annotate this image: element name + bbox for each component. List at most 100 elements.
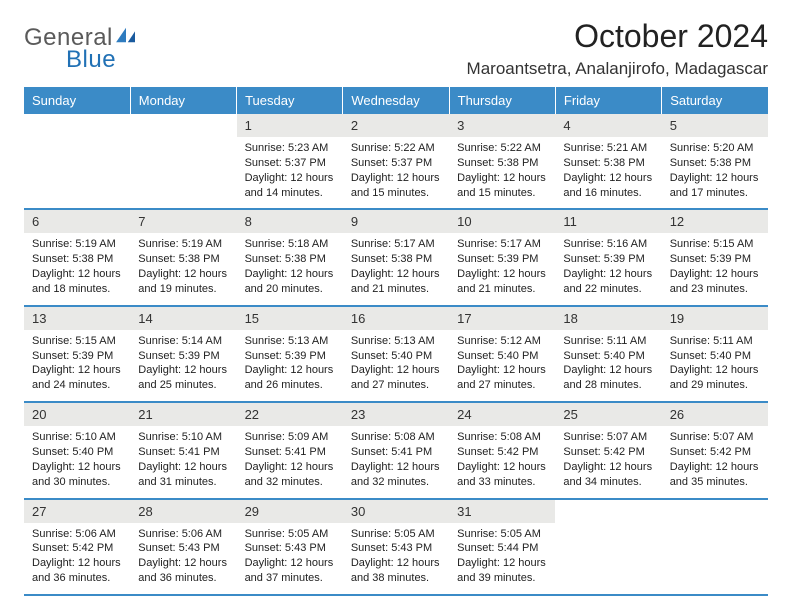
daylight-text: and 20 minutes. [245, 282, 335, 297]
daylight-text: and 17 minutes. [670, 186, 760, 201]
day-content-cell [555, 523, 661, 595]
sunset-text: Sunset: 5:39 PM [563, 252, 653, 267]
day-content-cell: Sunrise: 5:05 AMSunset: 5:44 PMDaylight:… [449, 523, 555, 595]
day-content-cell: Sunrise: 5:07 AMSunset: 5:42 PMDaylight:… [662, 426, 768, 498]
weekday-header: Saturday [662, 87, 768, 114]
daylight-text: and 15 minutes. [351, 186, 441, 201]
daylight-text: and 31 minutes. [138, 475, 228, 490]
day-content-cell [130, 137, 236, 209]
content-row: Sunrise: 5:19 AMSunset: 5:38 PMDaylight:… [24, 233, 768, 305]
day-number-cell: 31 [449, 499, 555, 523]
sunset-text: Sunset: 5:40 PM [670, 349, 760, 364]
day-content-cell: Sunrise: 5:22 AMSunset: 5:37 PMDaylight:… [343, 137, 449, 209]
day-content-cell: Sunrise: 5:22 AMSunset: 5:38 PMDaylight:… [449, 137, 555, 209]
daylight-text: Daylight: 12 hours [457, 556, 547, 571]
daylight-text: Daylight: 12 hours [245, 267, 335, 282]
sunrise-text: Sunrise: 5:11 AM [563, 334, 653, 349]
day-number-cell: 21 [130, 402, 236, 426]
day-number-cell: 24 [449, 402, 555, 426]
day-number-cell: 6 [24, 209, 130, 233]
day-content-cell: Sunrise: 5:21 AMSunset: 5:38 PMDaylight:… [555, 137, 661, 209]
daylight-text: Daylight: 12 hours [245, 556, 335, 571]
day-content-cell [662, 523, 768, 595]
logo-text-blue: Blue [66, 46, 136, 74]
daylight-text: Daylight: 12 hours [670, 267, 760, 282]
day-content-cell: Sunrise: 5:20 AMSunset: 5:38 PMDaylight:… [662, 137, 768, 209]
content-row: Sunrise: 5:06 AMSunset: 5:42 PMDaylight:… [24, 523, 768, 595]
day-content-cell: Sunrise: 5:16 AMSunset: 5:39 PMDaylight:… [555, 233, 661, 305]
sunset-text: Sunset: 5:39 PM [670, 252, 760, 267]
sunset-text: Sunset: 5:38 PM [457, 156, 547, 171]
sunrise-text: Sunrise: 5:07 AM [670, 430, 760, 445]
daylight-text: Daylight: 12 hours [563, 363, 653, 378]
weekday-header: Friday [555, 87, 661, 114]
sunrise-text: Sunrise: 5:21 AM [563, 141, 653, 156]
day-content-cell: Sunrise: 5:14 AMSunset: 5:39 PMDaylight:… [130, 330, 236, 402]
daylight-text: and 21 minutes. [351, 282, 441, 297]
month-title: October 2024 [467, 18, 768, 55]
daylight-text: Daylight: 12 hours [351, 363, 441, 378]
day-number-cell: 17 [449, 306, 555, 330]
daynum-row: 6789101112 [24, 209, 768, 233]
daylight-text: and 16 minutes. [563, 186, 653, 201]
location-subtitle: Maroantsetra, Analanjirofo, Madagascar [467, 59, 768, 79]
sunset-text: Sunset: 5:43 PM [245, 541, 335, 556]
day-content-cell: Sunrise: 5:06 AMSunset: 5:43 PMDaylight:… [130, 523, 236, 595]
daylight-text: and 37 minutes. [245, 571, 335, 586]
sunrise-text: Sunrise: 5:09 AM [245, 430, 335, 445]
day-content-cell: Sunrise: 5:17 AMSunset: 5:39 PMDaylight:… [449, 233, 555, 305]
calendar-table: Sunday Monday Tuesday Wednesday Thursday… [24, 87, 768, 596]
daylight-text: and 28 minutes. [563, 378, 653, 393]
calendar-page: GeneralBlue October 2024 Maroantsetra, A… [0, 0, 792, 614]
day-number-cell: 14 [130, 306, 236, 330]
day-number-cell: 4 [555, 114, 661, 137]
sunset-text: Sunset: 5:37 PM [351, 156, 441, 171]
sunrise-text: Sunrise: 5:05 AM [245, 527, 335, 542]
sunset-text: Sunset: 5:40 PM [563, 349, 653, 364]
daylight-text: Daylight: 12 hours [563, 460, 653, 475]
daylight-text: and 39 minutes. [457, 571, 547, 586]
day-number-cell: 16 [343, 306, 449, 330]
sunrise-text: Sunrise: 5:08 AM [351, 430, 441, 445]
sunset-text: Sunset: 5:39 PM [138, 349, 228, 364]
day-number-cell [24, 114, 130, 137]
daylight-text: and 27 minutes. [457, 378, 547, 393]
weekday-header-row: Sunday Monday Tuesday Wednesday Thursday… [24, 87, 768, 114]
day-number-cell: 7 [130, 209, 236, 233]
sunrise-text: Sunrise: 5:22 AM [351, 141, 441, 156]
sunset-text: Sunset: 5:42 PM [563, 445, 653, 460]
sunrise-text: Sunrise: 5:10 AM [32, 430, 122, 445]
daylight-text: and 24 minutes. [32, 378, 122, 393]
day-content-cell: Sunrise: 5:17 AMSunset: 5:38 PMDaylight:… [343, 233, 449, 305]
day-content-cell: Sunrise: 5:12 AMSunset: 5:40 PMDaylight:… [449, 330, 555, 402]
daynum-row: 13141516171819 [24, 306, 768, 330]
daylight-text: Daylight: 12 hours [351, 171, 441, 186]
sunset-text: Sunset: 5:38 PM [32, 252, 122, 267]
daylight-text: and 15 minutes. [457, 186, 547, 201]
daylight-text: Daylight: 12 hours [670, 171, 760, 186]
daylight-text: and 36 minutes. [138, 571, 228, 586]
daylight-text: and 25 minutes. [138, 378, 228, 393]
day-number-cell: 30 [343, 499, 449, 523]
sunrise-text: Sunrise: 5:15 AM [670, 237, 760, 252]
sunset-text: Sunset: 5:41 PM [245, 445, 335, 460]
sunset-text: Sunset: 5:38 PM [351, 252, 441, 267]
sunrise-text: Sunrise: 5:05 AM [457, 527, 547, 542]
daylight-text: and 23 minutes. [670, 282, 760, 297]
day-content-cell: Sunrise: 5:15 AMSunset: 5:39 PMDaylight:… [662, 233, 768, 305]
weekday-header: Thursday [449, 87, 555, 114]
daylight-text: Daylight: 12 hours [457, 460, 547, 475]
day-content-cell: Sunrise: 5:05 AMSunset: 5:43 PMDaylight:… [237, 523, 343, 595]
weekday-header: Monday [130, 87, 236, 114]
sunrise-text: Sunrise: 5:19 AM [32, 237, 122, 252]
daylight-text: Daylight: 12 hours [138, 267, 228, 282]
sunrise-text: Sunrise: 5:17 AM [457, 237, 547, 252]
weekday-header: Sunday [24, 87, 130, 114]
daynum-row: 12345 [24, 114, 768, 137]
day-content-cell: Sunrise: 5:06 AMSunset: 5:42 PMDaylight:… [24, 523, 130, 595]
daylight-text: Daylight: 12 hours [245, 171, 335, 186]
sunset-text: Sunset: 5:42 PM [457, 445, 547, 460]
day-content-cell: Sunrise: 5:09 AMSunset: 5:41 PMDaylight:… [237, 426, 343, 498]
daylight-text: Daylight: 12 hours [138, 363, 228, 378]
day-content-cell [24, 137, 130, 209]
